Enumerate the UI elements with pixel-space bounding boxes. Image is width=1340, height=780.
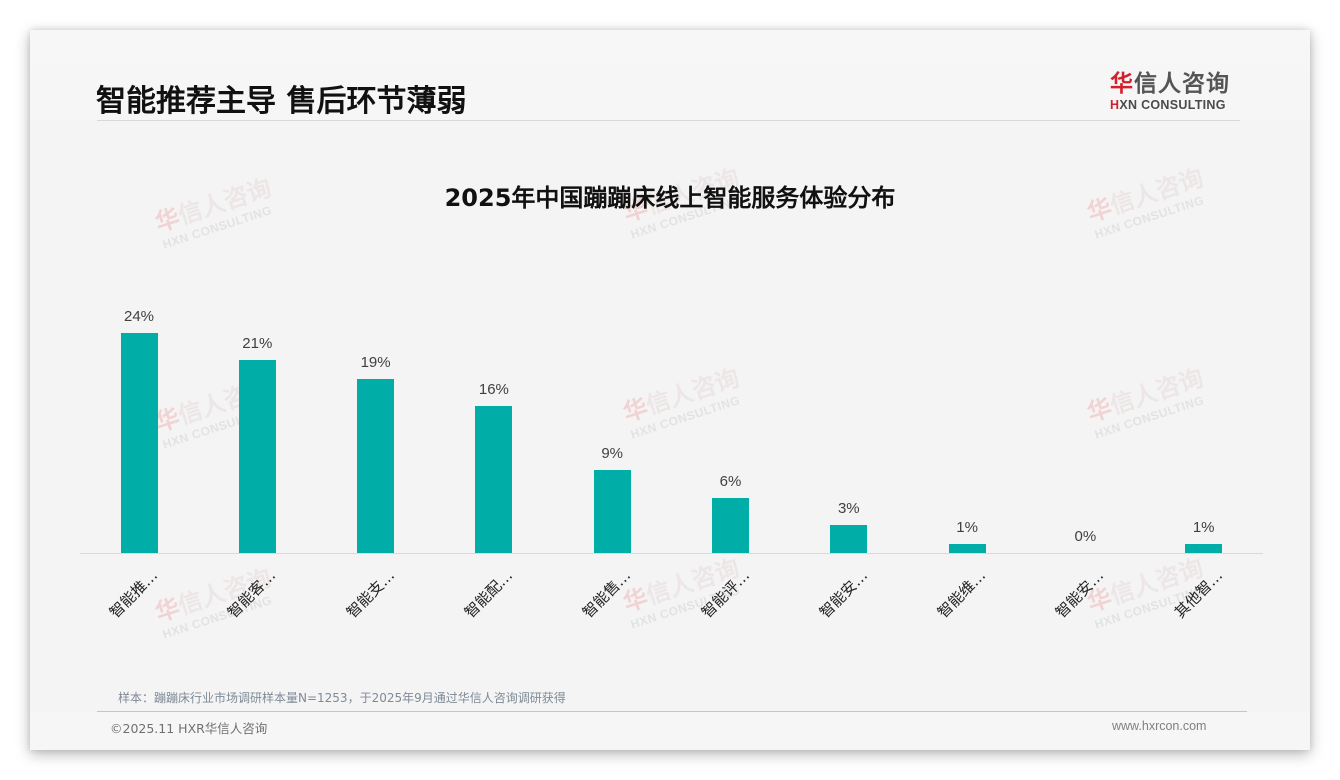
bar: [712, 498, 749, 553]
logo-chinese: 华信人咨询: [1110, 64, 1245, 98]
logo-cn-rest: 信人咨询: [1134, 71, 1230, 97]
bar: [1185, 544, 1223, 553]
x-tick-label: 智能配…: [460, 566, 517, 622]
data-label: 3%: [837, 500, 860, 517]
data-label: 24%: [123, 308, 155, 325]
x-tick-label: 智能售…: [579, 566, 635, 622]
footer-divider: [97, 711, 1247, 712]
data-label: 16%: [478, 381, 509, 398]
logo-en-first-char: H: [1110, 98, 1120, 112]
header-divider: [97, 120, 1240, 121]
data-label: 0%: [1074, 528, 1097, 545]
logo-cn-first-char: 华: [1110, 71, 1134, 97]
page-title: 智能推荐主导 售后环节薄弱: [96, 84, 467, 119]
bar: [357, 379, 395, 553]
data-label: 9%: [601, 445, 624, 462]
x-tick-label: 智能评…: [697, 566, 753, 622]
brand-logo: 华信人咨询 HXN CONSULTING: [1110, 64, 1245, 112]
data-label: 1%: [956, 519, 978, 536]
data-label: 1%: [1192, 519, 1215, 536]
logo-en-rest: XN CONSULTING: [1119, 98, 1226, 112]
bar: [593, 470, 631, 553]
bar: [120, 333, 158, 553]
x-tick-label: 智能支…: [342, 566, 398, 622]
x-tick-label: 智能推…: [105, 566, 162, 622]
data-label: 21%: [242, 335, 273, 352]
chart-title: 2025年中国蹦蹦床线上智能服务体验分布: [444, 184, 896, 212]
website-text: www.hxrcon.com: [1112, 719, 1207, 733]
data-label: 6%: [719, 473, 742, 490]
x-axis-line: [80, 553, 1263, 554]
copyright-text: ©2025.11 HXR华信人咨询: [110, 721, 268, 736]
data-label: 19%: [360, 354, 391, 371]
x-tick-label: 智能维…: [934, 566, 990, 622]
x-tick-label: 智能客…: [224, 566, 280, 622]
footer-band: [30, 712, 1310, 750]
bar: [830, 525, 868, 553]
bar: [475, 406, 513, 553]
slide-header-band: [30, 30, 1310, 120]
x-tick-label: 智能安…: [815, 566, 871, 622]
bar-chart: 24% 智能推… 21% 智能客… 19% 智能支… 16% 智能配… 9% 智能售… 6% 智能评……: [30, 30, 1310, 750]
slide: 华信人咨询 HXN CONSULTING 华信人咨询 HXN CONSULTING 华信…: [30, 30, 1310, 750]
x-tick-label: 智能安…: [1052, 566, 1108, 622]
sample-footnote: 样本：蹦蹦床行业市场调研样本量N=1253，于2025年9月通过华信人咨询调研获…: [118, 691, 566, 705]
bar: [238, 360, 276, 553]
x-tick-label: 其他智…: [1170, 566, 1226, 622]
logo-english: HXN CONSULTING: [1110, 98, 1245, 112]
bar: [948, 544, 986, 553]
